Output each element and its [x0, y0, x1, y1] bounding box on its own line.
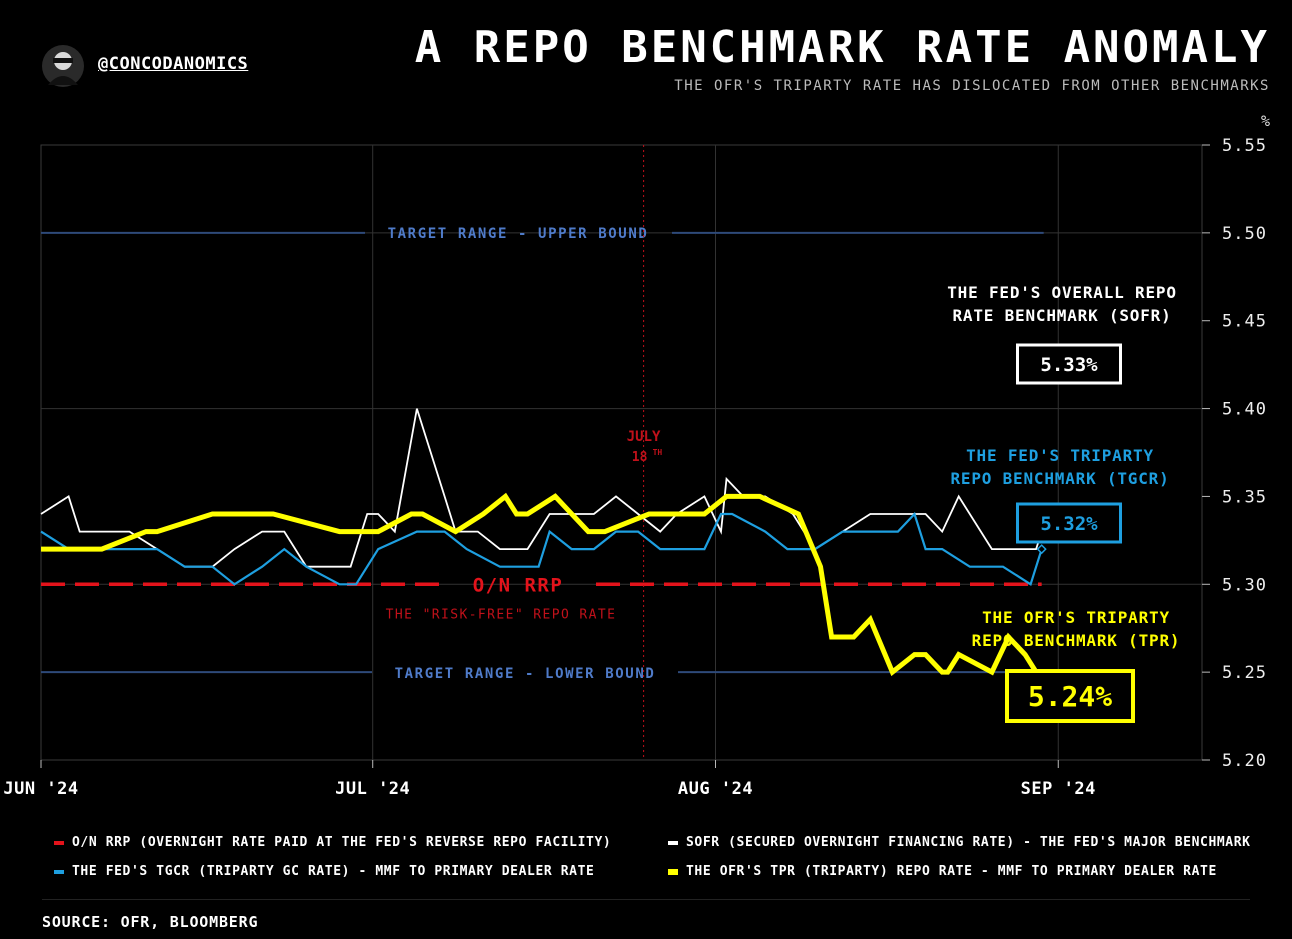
legend-swatch-sofr — [668, 841, 678, 845]
annotation-value-tgcr: 5.32% — [1040, 513, 1098, 535]
x-tick-label: AUG '24 — [678, 779, 753, 799]
y-tick-label: 5.45 — [1222, 312, 1267, 332]
x-tick-label: SEP '24 — [1021, 779, 1096, 799]
legend-item-sofr: SOFR (SECURED OVERNIGHT FINANCING RATE) … — [668, 835, 1251, 850]
series-lines — [41, 409, 1053, 696]
legend-label-tpr: THE OFR'S TPR (TRIPARTY) REPO RATE - MMF… — [686, 864, 1217, 879]
annotation-line1-tgcr: THE FED'S TRIPARTY — [966, 446, 1154, 465]
footer-divider — [42, 899, 1250, 900]
y-tick-label: 5.50 — [1222, 224, 1267, 244]
legend-item-tgcr: THE FED'S TGCR (TRIPARTY GC RATE) - MMF … — [54, 864, 594, 879]
series-line-sofr — [41, 409, 1042, 567]
rrp-sublabel: THE "RISK-FREE" REPO RATE — [386, 607, 617, 622]
annotation-line1-sofr: THE FED'S OVERALL REPO — [947, 283, 1177, 302]
event-label-month: JULY — [627, 429, 661, 445]
legend-label-rrp: O/N RRP (OVERNIGHT RATE PAID AT THE FED'… — [72, 835, 611, 850]
y-tick-label: 5.35 — [1222, 487, 1267, 507]
source-note: SOURCE: OFR, BLOOMBERG — [42, 913, 258, 931]
rrp-label: O/N RRP — [473, 574, 564, 596]
annotation-value-sofr: 5.33% — [1040, 354, 1098, 376]
legend-label-tgcr: THE FED'S TGCR (TRIPARTY GC RATE) - MMF … — [72, 864, 594, 879]
annotation-line1-tpr: THE OFR'S TRIPARTY — [982, 608, 1170, 627]
legend-item-rrp: O/N RRP (OVERNIGHT RATE PAID AT THE FED'… — [54, 835, 611, 850]
annotation-line2-sofr: RATE BENCHMARK (SOFR) — [952, 306, 1171, 325]
upper-bound-label: TARGET RANGE - UPPER BOUND — [388, 226, 649, 242]
legend-swatch-tpr — [668, 869, 678, 875]
legend-label-sofr: SOFR (SECURED OVERNIGHT FINANCING RATE) … — [686, 835, 1251, 850]
lower-bound-label: TARGET RANGE - LOWER BOUND — [395, 666, 656, 682]
y-tick-label: 5.55 — [1222, 136, 1267, 156]
annotation-value-tpr: 5.24% — [1028, 680, 1112, 713]
series-annotations: THE FED'S OVERALL REPO RATE BENCHMARK (SO… — [947, 283, 1180, 721]
legend-swatch-rrp — [54, 841, 64, 845]
legend-item-tpr: THE OFR'S TPR (TRIPARTY) REPO RATE - MMF… — [668, 864, 1217, 879]
rate-chart: TARGET RANGE - UPPER BOUND TARGET RANGE -… — [0, 0, 1292, 820]
x-tick-label: JUN '24 — [3, 779, 78, 799]
y-tick-label: 5.30 — [1222, 575, 1267, 595]
y-tick-label: 5.25 — [1222, 663, 1267, 683]
event-label-suffix: TH — [653, 448, 663, 457]
annotation-line2-tgcr: REPO BENCHMARK (TGCR) — [950, 469, 1169, 488]
series-end-marker-tgcr — [1038, 545, 1046, 553]
y-tick-label: 5.40 — [1222, 400, 1267, 420]
annotation-line2-tpr: REPO BENCHMARK (TPR) — [972, 631, 1181, 650]
y-tick-label: 5.20 — [1222, 751, 1267, 771]
event-label-day: 18 — [632, 450, 648, 465]
x-tick-label: JUL '24 — [335, 779, 410, 799]
reference-lines: TARGET RANGE - UPPER BOUND TARGET RANGE -… — [41, 226, 1044, 682]
legend-swatch-tgcr — [54, 870, 64, 874]
